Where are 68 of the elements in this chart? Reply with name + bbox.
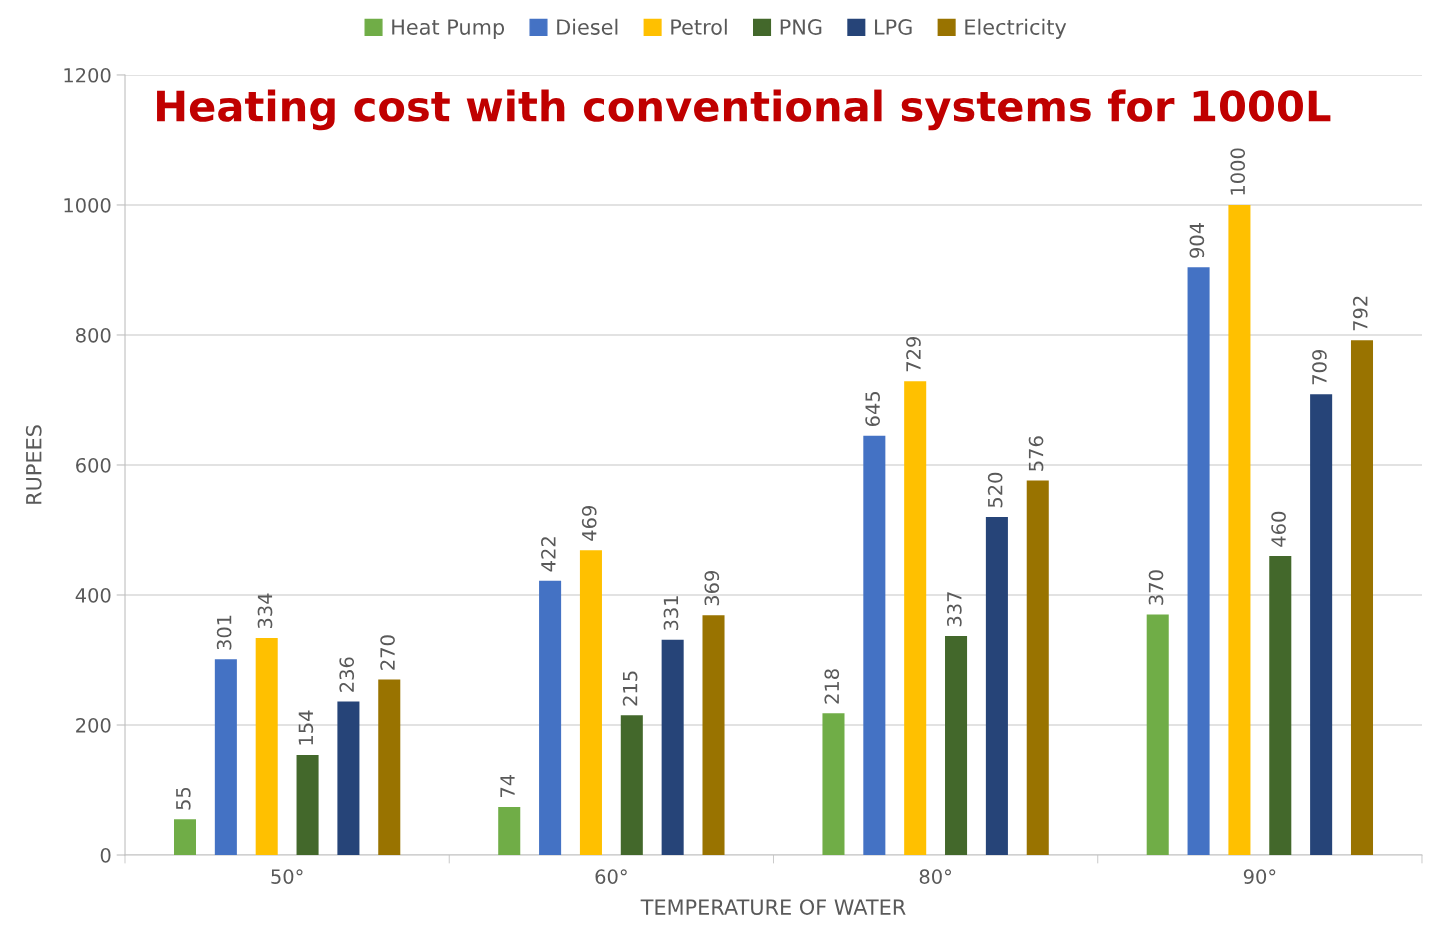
bar xyxy=(378,679,401,856)
data-label: 729 xyxy=(906,337,921,372)
y-axis-title: RUPEES xyxy=(25,425,42,504)
legend-label: LPG xyxy=(875,19,912,35)
bar xyxy=(296,754,319,856)
data-label: 236 xyxy=(339,657,355,692)
bar xyxy=(985,516,1008,856)
bar xyxy=(1350,340,1374,856)
y-tick-label: 1000 xyxy=(64,197,111,213)
data-label: 74 xyxy=(500,774,515,797)
data-label: 792 xyxy=(1352,296,1368,331)
bar xyxy=(945,635,968,856)
y-tick-label: 200 xyxy=(76,717,111,733)
data-label: 369 xyxy=(704,571,720,606)
chart-title: Heating cost with conventional systems for 1000L xyxy=(157,89,1331,131)
data-label: 520 xyxy=(987,472,1003,508)
bar xyxy=(255,637,278,856)
data-label: 645 xyxy=(865,391,880,427)
legend-label: Petrol xyxy=(671,18,727,35)
bar xyxy=(337,701,360,856)
bar xyxy=(661,639,684,856)
data-label: 370 xyxy=(1148,570,1164,605)
bar xyxy=(539,580,562,856)
bar xyxy=(214,659,237,856)
x-axis-title: TEMPERATURE OF WATER xyxy=(640,899,906,915)
bar xyxy=(904,381,927,856)
data-label: 331 xyxy=(663,596,679,631)
data-label: 55 xyxy=(176,787,191,810)
legend-label: Heat Pump xyxy=(392,19,505,39)
x-tick-label: 90° xyxy=(1243,869,1276,884)
bar xyxy=(173,819,197,856)
bar xyxy=(1026,480,1049,856)
data-label: 709 xyxy=(1312,350,1327,385)
bar xyxy=(702,615,725,856)
data-label: 301 xyxy=(216,615,232,650)
data-label: 270 xyxy=(380,635,395,670)
y-tick-label: 800 xyxy=(76,327,111,343)
bar xyxy=(822,713,845,856)
bar xyxy=(620,715,643,856)
legend-label: Electricity xyxy=(965,18,1067,39)
bar xyxy=(1146,614,1169,856)
y-tick-label: 400 xyxy=(75,587,111,603)
data-label: 904 xyxy=(1189,223,1205,258)
data-label: 469 xyxy=(581,506,597,541)
data-label: 334 xyxy=(257,593,273,629)
data-label: 576 xyxy=(1028,436,1044,471)
x-tick-label: 50° xyxy=(271,869,303,884)
data-label: 1000 xyxy=(1230,148,1246,195)
bar xyxy=(1269,555,1292,856)
data-label: 337 xyxy=(946,592,962,627)
bar xyxy=(1228,204,1251,856)
bar xyxy=(579,550,602,856)
bar xyxy=(1310,394,1333,856)
bar xyxy=(498,806,521,856)
legend-label: Diesel xyxy=(557,18,618,35)
bar xyxy=(863,435,886,856)
bar xyxy=(1187,267,1210,856)
data-label: 215 xyxy=(622,671,638,706)
data-label: 460 xyxy=(1271,511,1286,547)
x-tick-label: 60° xyxy=(595,869,627,884)
y-tick-label: 1200 xyxy=(64,67,111,83)
legend-label: PNG xyxy=(780,19,822,35)
data-label: 218 xyxy=(824,669,840,704)
y-tick-label: 600 xyxy=(76,457,111,473)
data-label: 154 xyxy=(298,710,314,745)
data-label: 422 xyxy=(541,537,556,572)
y-tick-label: 0 xyxy=(100,847,111,863)
x-tick-label: 80° xyxy=(919,869,951,884)
